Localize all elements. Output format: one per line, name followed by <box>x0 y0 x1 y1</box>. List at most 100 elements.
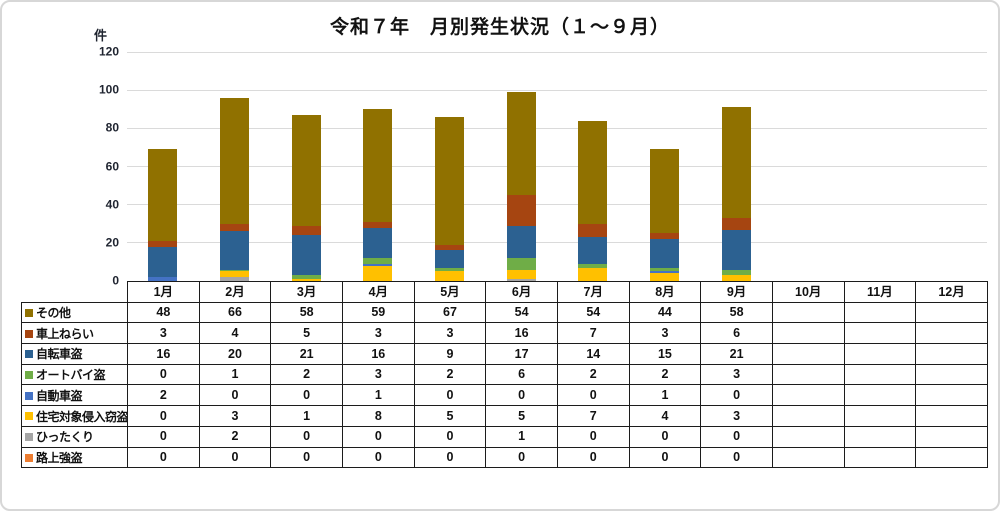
value-cell: 7 <box>556 322 630 345</box>
bar-segment <box>435 116 464 245</box>
value-cell: 4 <box>198 322 272 345</box>
value-cell <box>843 301 917 324</box>
value-cell: 1 <box>628 384 702 407</box>
bar-segment <box>435 271 464 281</box>
value-cell: 3 <box>127 322 200 345</box>
bar-segment <box>363 258 393 264</box>
bar-segment <box>506 195 536 226</box>
value-cell: 8 <box>341 405 415 427</box>
bar-segment <box>291 235 321 276</box>
value-cell: 0 <box>556 384 630 407</box>
value-cell: 44 <box>628 301 702 324</box>
stacked-bar <box>578 120 608 281</box>
value-cell: 20 <box>198 343 272 365</box>
value-cell <box>915 425 988 448</box>
value-cell <box>771 301 845 324</box>
y-tick-label: 60 <box>105 158 119 173</box>
bar-segment <box>220 231 249 270</box>
bar-segment <box>220 277 249 281</box>
bar-segment <box>363 227 393 259</box>
value-cell: 3 <box>413 322 487 345</box>
bar-segment <box>363 221 393 228</box>
series-label-cell: その他 <box>21 301 128 324</box>
gridline <box>127 89 987 91</box>
month-header-cell: 8月 <box>628 281 702 303</box>
stacked-bar <box>148 149 178 281</box>
value-cell: 3 <box>628 322 702 345</box>
bar-segment <box>650 273 679 281</box>
value-cell <box>843 384 917 407</box>
table-row: 自動車盗 2 0 0 1 0 0 0 1 0 <box>21 384 988 407</box>
value-cell: 1 <box>198 363 272 386</box>
value-cell: 0 <box>700 446 773 469</box>
legend-marker-icon <box>25 391 33 400</box>
stacked-bar <box>363 109 393 281</box>
value-cell: 1 <box>485 425 558 448</box>
table-corner-cell <box>22 282 128 303</box>
table-row: オートバイ盗 0 1 2 3 2 6 2 2 3 <box>21 363 988 386</box>
bar-segment <box>291 275 321 280</box>
value-cell <box>843 425 917 448</box>
value-cell <box>915 343 988 365</box>
value-cell: 67 <box>413 301 487 324</box>
value-cell: 15 <box>628 343 702 365</box>
value-cell: 0 <box>127 363 200 386</box>
month-header-cell: 12月 <box>915 281 988 303</box>
value-cell: 0 <box>341 425 415 448</box>
bar-segment <box>435 250 464 268</box>
value-cell: 4 <box>628 405 702 427</box>
month-header-cell: 2月 <box>198 281 272 303</box>
value-cell: 6 <box>700 322 773 345</box>
y-tick-label: 20 <box>105 235 119 250</box>
bar-segment <box>650 239 679 268</box>
y-tick-label: 0 <box>112 273 119 288</box>
bar-segment <box>220 269 249 272</box>
series-label-cell: 路上強盗 <box>21 446 128 469</box>
value-cell: 2 <box>198 425 272 448</box>
value-cell: 0 <box>270 425 343 448</box>
legend-marker-icon <box>25 308 33 317</box>
value-cell <box>771 322 845 345</box>
bar-segment <box>506 92 536 196</box>
y-tick-label: 40 <box>105 196 119 211</box>
bar-segment <box>363 263 393 266</box>
series-name: 自転車盗 <box>36 347 83 362</box>
value-cell: 0 <box>700 425 773 448</box>
stacked-bar <box>721 107 751 281</box>
bar-segment <box>148 149 178 241</box>
value-cell <box>915 363 988 386</box>
series-name: 車上ねらい <box>36 326 94 341</box>
bar-segment <box>650 233 679 240</box>
month-header-cell: 6月 <box>485 281 558 303</box>
series-label-cell: 車上ねらい <box>21 322 128 345</box>
value-cell: 16 <box>341 343 415 365</box>
bar-segment <box>506 279 536 281</box>
bar-segment <box>506 269 536 280</box>
value-cell: 3 <box>198 405 272 427</box>
bar-segment <box>650 149 679 234</box>
gridline <box>127 127 987 129</box>
bar-segment <box>363 265 393 281</box>
value-cell: 0 <box>700 384 773 407</box>
value-cell <box>771 363 845 386</box>
plot-area <box>127 51 987 281</box>
value-cell: 0 <box>628 446 702 469</box>
legend-marker-icon <box>25 329 33 338</box>
bar-segment <box>578 223 608 238</box>
value-cell <box>771 343 845 365</box>
stacked-bar <box>650 149 679 281</box>
y-tick-label: 100 <box>98 82 119 97</box>
series-name: その他 <box>36 305 71 320</box>
bar-segment <box>721 218 751 230</box>
table-row: 自転車盗 16 20 21 16 9 17 14 15 21 <box>21 343 988 365</box>
value-cell <box>843 343 917 365</box>
bar-segment <box>578 120 608 224</box>
table-row: その他 48 66 58 59 67 54 54 44 58 <box>21 301 988 324</box>
value-cell: 0 <box>413 384 487 407</box>
value-cell <box>915 384 988 407</box>
bar-segment <box>506 258 536 270</box>
bar-segment <box>650 271 679 274</box>
value-cell: 16 <box>485 322 558 345</box>
value-cell <box>843 405 917 427</box>
value-cell <box>771 446 845 469</box>
